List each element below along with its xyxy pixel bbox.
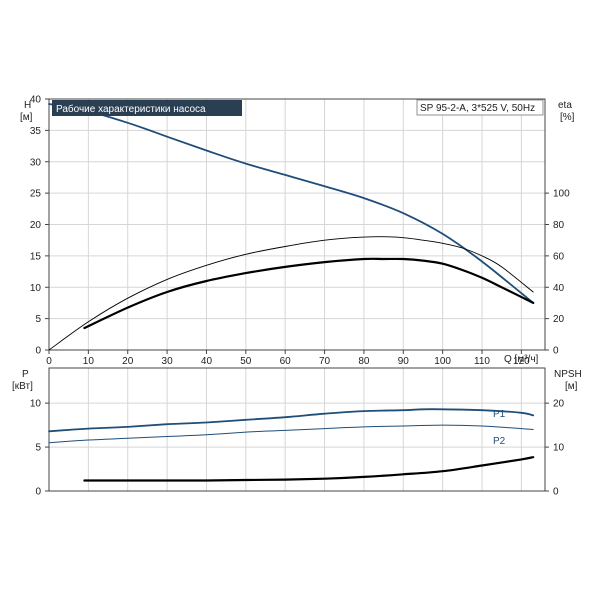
top-left-tick-label: 10 xyxy=(30,283,42,294)
bottom-left-tick-label: 5 xyxy=(35,443,41,454)
top-right-tick-label: 20 xyxy=(553,314,565,325)
top-right-tick-label: 100 xyxy=(553,189,570,200)
top-left-tick-label: 40 xyxy=(30,95,42,106)
top-left-tick-label: 25 xyxy=(30,189,42,200)
bottom-right-axis-unit: [м] xyxy=(565,381,578,392)
top-series-line-1 xyxy=(48,236,534,351)
bottom-left-axis-title: P xyxy=(22,369,29,380)
top-series-line-2 xyxy=(83,257,535,330)
bottom-left-tick-label: 0 xyxy=(35,487,41,498)
x-tick-label: 60 xyxy=(280,356,292,367)
x-tick-label: 0 xyxy=(46,356,52,367)
bottom-left-tick-label: 10 xyxy=(30,399,42,410)
top-left-tick-label: 0 xyxy=(35,346,41,357)
top-left-tick-label: 20 xyxy=(30,220,42,231)
x-tick-label: 80 xyxy=(358,356,370,367)
bottom-right-axis-title: NPSH xyxy=(554,369,582,380)
top-right-tick-label: 40 xyxy=(553,283,565,294)
top-left-tick-label: 35 xyxy=(30,126,42,137)
chart-title: Рабочие характеристики насоса xyxy=(56,103,206,115)
top-right-tick-label: 60 xyxy=(553,251,565,262)
top-left-axis-unit: [м] xyxy=(20,112,33,123)
bottom-right-tick-label: 0 xyxy=(553,487,559,498)
top-series-line-0 xyxy=(48,103,535,304)
chart-subtitle: SP 95-2-A, 3*525 V, 50Hz xyxy=(420,103,535,114)
bottom-series-line-2 xyxy=(83,456,535,482)
x-tick-label: 20 xyxy=(122,356,134,367)
series-label-p2: P2 xyxy=(493,436,506,447)
axis-ticks: 0 10 20 30 40 50 60 70 80 90 100 110 120051015202530… xyxy=(30,95,570,498)
top-right-tick-label: 0 xyxy=(553,346,559,357)
x-tick-label: 70 xyxy=(319,356,331,367)
top-left-tick-label: 15 xyxy=(30,251,42,262)
x-tick-label: 90 xyxy=(398,356,410,367)
top-left-axis-title: H xyxy=(24,100,31,111)
top-right-axis-title: eta xyxy=(558,100,572,111)
bottom-plot-series xyxy=(48,408,535,482)
top-left-tick-label: 5 xyxy=(35,314,41,325)
x-tick-label: 40 xyxy=(201,356,213,367)
x-axis-title: Q [м³/ч] xyxy=(504,354,539,365)
top-right-tick-label: 80 xyxy=(553,220,565,231)
x-tick-label: 50 xyxy=(240,356,252,367)
chart-title-background xyxy=(52,100,242,116)
series-label-p1: P1 xyxy=(493,409,506,420)
bottom-plot-frame xyxy=(48,367,546,492)
top-right-axis-unit: [%] xyxy=(560,112,575,123)
x-tick-label: 30 xyxy=(162,356,174,367)
bottom-series-line-1 xyxy=(48,424,534,444)
bottom-series-line-0 xyxy=(48,408,535,433)
top-plot-series xyxy=(48,103,535,351)
chart-subtitle-box xyxy=(416,99,544,116)
bottom-left-axis-unit: [кВт] xyxy=(12,381,33,392)
bottom-right-tick-label: 10 xyxy=(553,443,565,454)
x-tick-label: 10 xyxy=(83,356,95,367)
x-tick-label: 110 xyxy=(474,356,490,367)
x-tick-label: 100 xyxy=(434,356,451,367)
top-plot-grid xyxy=(48,98,545,351)
x-tick-label: 120 xyxy=(513,356,530,367)
top-left-tick-label: 30 xyxy=(30,157,42,168)
bottom-right-tick-label: 20 xyxy=(553,399,565,410)
